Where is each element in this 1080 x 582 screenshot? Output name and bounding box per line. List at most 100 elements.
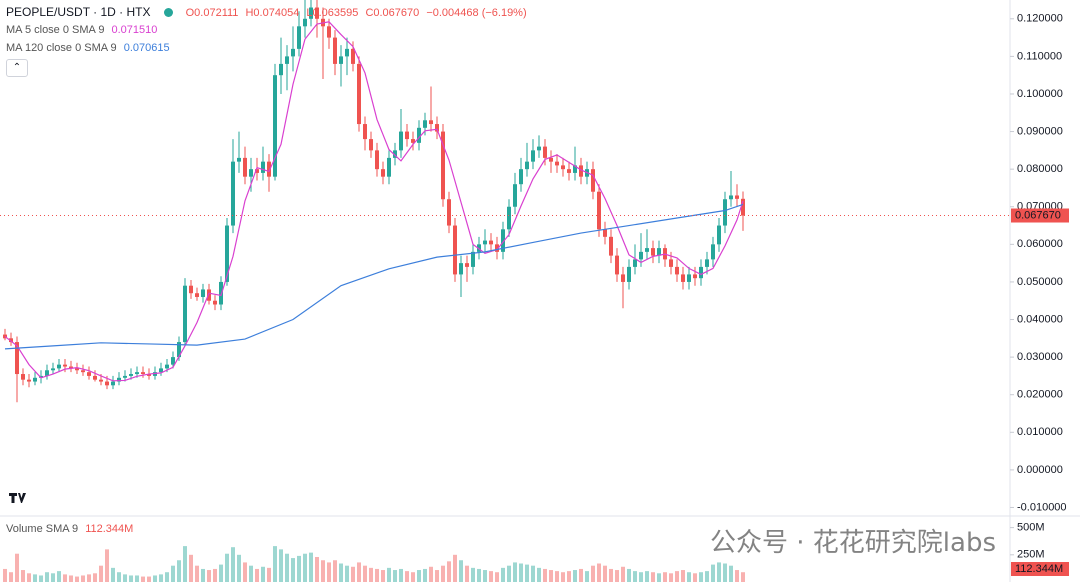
volume-title: Volume SMA 9 xyxy=(6,523,79,535)
volume-bar xyxy=(495,572,499,582)
legend-value: 0.070615 xyxy=(123,42,170,54)
candle-body xyxy=(657,248,661,256)
volume-bar xyxy=(465,565,469,582)
volume-bar xyxy=(69,575,73,582)
candle-body xyxy=(633,259,637,267)
candle-body xyxy=(255,169,259,173)
candle-body xyxy=(3,334,7,339)
y-tick-label: 0.040000 xyxy=(1017,313,1063,325)
status-dot xyxy=(163,8,173,17)
candle-body xyxy=(699,266,703,279)
y-tick-label: 0.030000 xyxy=(1017,351,1063,363)
volume-bar xyxy=(399,568,403,582)
volume-bar xyxy=(447,561,451,582)
candle-body xyxy=(387,157,391,177)
ohlc-close: C0.067670 xyxy=(365,7,420,19)
volume-bar xyxy=(21,570,25,582)
candle-body xyxy=(531,150,535,162)
candle-body xyxy=(51,368,55,371)
candle-body xyxy=(297,26,301,49)
volume-bar xyxy=(513,562,517,582)
change: −0.004468 (−6.19%) xyxy=(426,7,527,19)
legend-value: 0.071510 xyxy=(111,24,158,36)
volume-bar xyxy=(615,570,619,582)
candle-body xyxy=(591,169,595,192)
volume-legend: Volume SMA 9 112.344M xyxy=(6,523,137,535)
volume-bar xyxy=(687,572,691,582)
volume-bar xyxy=(237,554,241,582)
volume-bar xyxy=(405,571,409,582)
candle-body xyxy=(687,274,691,282)
ma-line xyxy=(4,21,744,382)
candle-body xyxy=(717,225,721,245)
volume-bar xyxy=(489,571,493,582)
volume-bar xyxy=(117,572,121,582)
candle-body xyxy=(411,139,415,143)
ohlc-open: O0.072111 xyxy=(185,7,239,19)
candle-body xyxy=(195,293,199,297)
candle-body xyxy=(285,56,289,64)
volume-bar xyxy=(573,570,577,582)
candle-body xyxy=(471,251,475,267)
volume-bar xyxy=(693,573,697,582)
volume-bar xyxy=(249,565,253,582)
volume-bar xyxy=(297,555,301,582)
volume-bar xyxy=(345,565,349,582)
candle-body xyxy=(249,169,253,177)
volume-bar xyxy=(681,570,685,582)
volume-bar xyxy=(243,562,247,582)
candle-body xyxy=(741,198,745,216)
volume-bar xyxy=(621,566,625,582)
volume-bar xyxy=(147,576,151,582)
volume-bar xyxy=(15,553,19,582)
last-price-label: 0.067670 xyxy=(1015,209,1061,221)
candle-body xyxy=(429,120,433,125)
candle-body xyxy=(111,381,115,386)
candle-body xyxy=(651,248,655,256)
volume-bar xyxy=(441,565,445,582)
candle-body xyxy=(459,263,463,275)
volume-bar xyxy=(105,549,109,582)
candle-body xyxy=(597,191,601,230)
candle-body xyxy=(489,240,493,245)
volume-bar xyxy=(267,567,271,582)
candle-body xyxy=(207,289,211,301)
legend-name: MA 120 close 0 SMA 9 xyxy=(6,42,117,54)
candle-body xyxy=(669,259,673,267)
y-tick-label: 0.010000 xyxy=(1017,426,1063,438)
candle-body xyxy=(465,263,469,267)
candle-body xyxy=(81,370,85,373)
volume-bar xyxy=(393,570,397,582)
volume-bar xyxy=(543,568,547,582)
volume-bar xyxy=(723,563,727,582)
volume-bar xyxy=(411,572,415,582)
volume-bar xyxy=(351,566,355,582)
symbol-title: PEOPLE/USDT · 1D · HTX xyxy=(6,5,151,19)
candle-body xyxy=(537,146,541,151)
candle-body xyxy=(99,379,103,382)
candle-body xyxy=(447,199,451,226)
candle-body xyxy=(141,372,145,375)
volume-bar xyxy=(549,570,553,582)
candle-body xyxy=(45,370,49,376)
candle-body xyxy=(519,169,523,185)
candle-body xyxy=(87,372,91,376)
candle-body xyxy=(27,379,31,382)
volume-bar xyxy=(141,576,145,582)
collapse-button[interactable]: ⌃ xyxy=(6,59,28,77)
candle-body xyxy=(381,169,385,177)
candle-body xyxy=(417,127,421,143)
volume-bar xyxy=(357,562,361,582)
volume-bar xyxy=(195,565,199,582)
candle-body xyxy=(567,169,571,173)
volume-bar xyxy=(483,570,487,582)
candle-body xyxy=(105,381,109,386)
volume-bar xyxy=(153,575,157,582)
volume-bar xyxy=(741,572,745,582)
candle-body xyxy=(453,225,457,275)
volume-bar xyxy=(315,556,319,582)
ohlc-low: L0.063595 xyxy=(306,7,359,19)
volume-bar xyxy=(471,567,475,582)
volume-bar xyxy=(735,570,739,582)
